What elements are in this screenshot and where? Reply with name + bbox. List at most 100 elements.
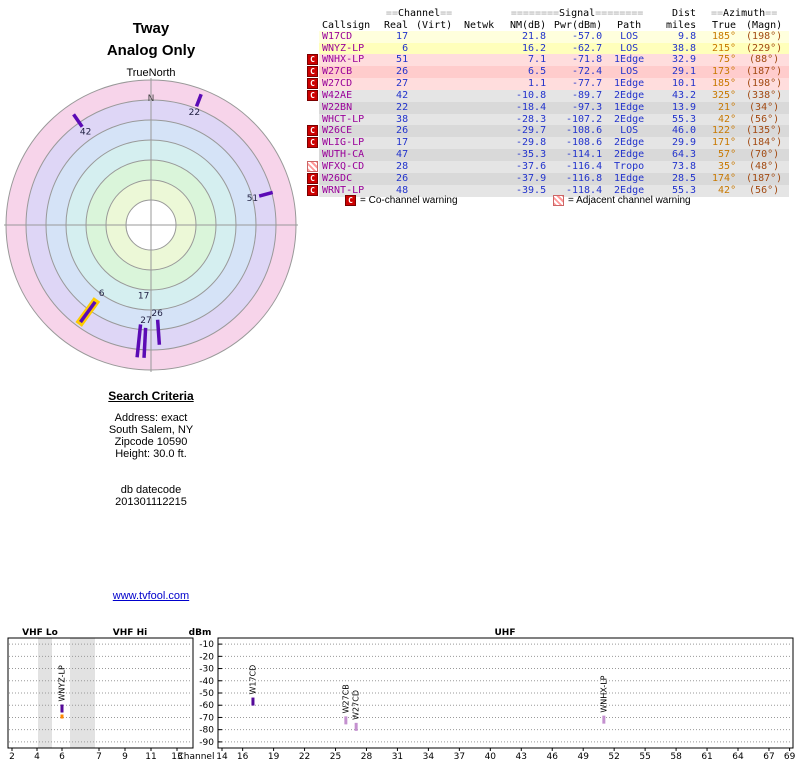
band-label-uhf: UHF [495, 628, 516, 638]
cell-magn: (187°) [739, 172, 790, 185]
station-marker [79, 300, 97, 324]
cell-callsign: W27CB [319, 66, 381, 78]
station-callsign-label: W17CD [248, 665, 257, 695]
channel-tick-label: 13 [171, 752, 182, 762]
channel-tick-label: 11 [145, 752, 156, 762]
cell-pwr: -57.0 [549, 31, 606, 43]
cell-nm: -37.6 [501, 160, 550, 173]
cell-magn: (48°) [739, 160, 790, 173]
criteria-line: Address: exact [114, 412, 188, 424]
cell-netwk [457, 54, 502, 66]
station-channel-label: 51 [247, 194, 258, 204]
cell-virt [411, 160, 458, 173]
co-channel-legend: C = Co-channel warning [345, 195, 458, 206]
cell-real: 48 [381, 184, 412, 197]
col-header-nm: NM(dB) [509, 19, 547, 31]
cell-nm: 1.1 [501, 78, 550, 90]
station-signal-marker [251, 697, 255, 706]
channel-tick-label: 9 [122, 752, 128, 762]
criteria-line: South Salem, NY [108, 424, 194, 436]
station-marker [155, 319, 162, 345]
channel-tick-label: 37 [454, 752, 465, 762]
cell-netwk [457, 78, 502, 90]
cell-real: 47 [381, 149, 412, 161]
cell-miles: 43.2 [653, 90, 700, 102]
cell-pwr: -114.1 [549, 149, 606, 161]
adjacent-channel-warning-icon [307, 160, 318, 172]
cell-path: LOS [605, 31, 654, 43]
channel-group-header: ==Channel== [385, 8, 453, 19]
dbm-tick-label: -20 [199, 652, 214, 662]
cell-netwk [457, 172, 502, 185]
cell-real: 6 [381, 42, 412, 54]
cell-callsign: W26DC [319, 172, 381, 185]
spectrum-chart: -10 -20 -30 -40 -50 -60 -70 -80 -90 VHF Lo VHF Hi d… [7, 628, 796, 762]
cell-callsign: W42AE [319, 90, 381, 102]
warning-cell [306, 31, 319, 43]
channel-tick-label: 43 [516, 752, 527, 762]
dbm-tick-label: -50 [199, 689, 214, 699]
col-header-callsign: Callsign [322, 19, 371, 31]
channel-tick-label: 16 [237, 752, 249, 762]
station-channel-label: 6 [99, 289, 105, 299]
cell-nm: 21.8 [501, 31, 550, 43]
table-row: WNYZ-LP 6 16.2 -62.7 LOS 38.8 215° (229°) [306, 42, 790, 54]
dist-group-header: Dist [672, 8, 697, 19]
cell-callsign: WHCT-LP [319, 113, 381, 125]
cell-pwr: -108.6 [549, 125, 606, 137]
adjacent-channel-warning-icon [553, 195, 564, 206]
cell-callsign: W17CD [319, 31, 381, 43]
cell-path: 1Edge [605, 54, 654, 66]
channel-tick-label: 7 [96, 752, 102, 762]
station-signal-marker [344, 716, 348, 725]
cell-virt [411, 184, 458, 197]
station-channel-label: 17 [138, 292, 149, 302]
tvfool-link[interactable]: www.tvfool.com [112, 590, 190, 602]
table-row: C WNHX-LP 51 7.1 -71.8 1Edge 32.9 75° (88°) [306, 54, 790, 66]
dbm-axis-label: dBm [189, 628, 212, 638]
cell-real: 26 [381, 66, 412, 78]
col-header-path: Path [617, 19, 642, 31]
cell-callsign: W26CE [319, 125, 381, 137]
cell-nm: 6.5 [501, 66, 550, 78]
cell-magn: (229°) [739, 42, 790, 54]
cell-virt [411, 54, 458, 66]
channel-tick-label: 61 [701, 752, 712, 762]
station-callsign-label: WNYZ-LP [58, 665, 67, 701]
cell-magn: (198°) [739, 31, 790, 43]
cell-pwr: -107.2 [549, 113, 606, 125]
cell-nm: -29.8 [501, 137, 550, 149]
adjacent-channel-legend-text: = Adjacent channel warning [568, 195, 691, 207]
cell-nm: 16.2 [501, 42, 550, 54]
signal-group-header: ========Signal======== [510, 8, 644, 19]
band-label-vhf-lo: VHF Lo [22, 628, 58, 638]
cell-netwk [457, 149, 502, 161]
channel-tick-label: 2 [9, 752, 15, 762]
cell-true_az: 185° [699, 78, 740, 90]
cell-magn: (56°) [739, 184, 790, 197]
station-channel-label: 22 [189, 108, 200, 118]
cell-miles: 28.5 [653, 172, 700, 185]
cell-nm: -10.8 [501, 90, 550, 102]
cell-virt [411, 137, 458, 149]
channel-tick-label: 14 [216, 752, 228, 762]
cell-magn: (56°) [739, 113, 790, 125]
warning-cell: C [306, 78, 319, 90]
azimuth-group-header: ==Azimuth== [710, 8, 778, 19]
north-reference-label: TrueNorth [126, 67, 176, 79]
cell-netwk [457, 137, 502, 149]
dbm-tick-label: -40 [199, 677, 214, 687]
channel-tick-label: 46 [547, 752, 559, 762]
col-header-magn: (Magn) [746, 19, 783, 31]
station-marker [194, 93, 203, 108]
channel-tick-label: 4 [34, 752, 40, 762]
table-row: C WRNT-LP 48 -39.5 -118.4 2Edge 55.3 42° (56°) [306, 184, 790, 197]
cell-miles: 55.3 [653, 113, 700, 125]
cell-true_az: 174° [699, 172, 740, 185]
cell-virt [411, 149, 458, 161]
table-row: C WLIG-LP 17 -29.8 -108.6 2Edge 29.9 171° (184°) [306, 137, 790, 149]
station-channel-label: 27 [140, 316, 151, 326]
cell-true_az: 171° [699, 137, 740, 149]
cell-miles: 38.8 [653, 42, 700, 54]
cell-real: 28 [381, 160, 412, 173]
